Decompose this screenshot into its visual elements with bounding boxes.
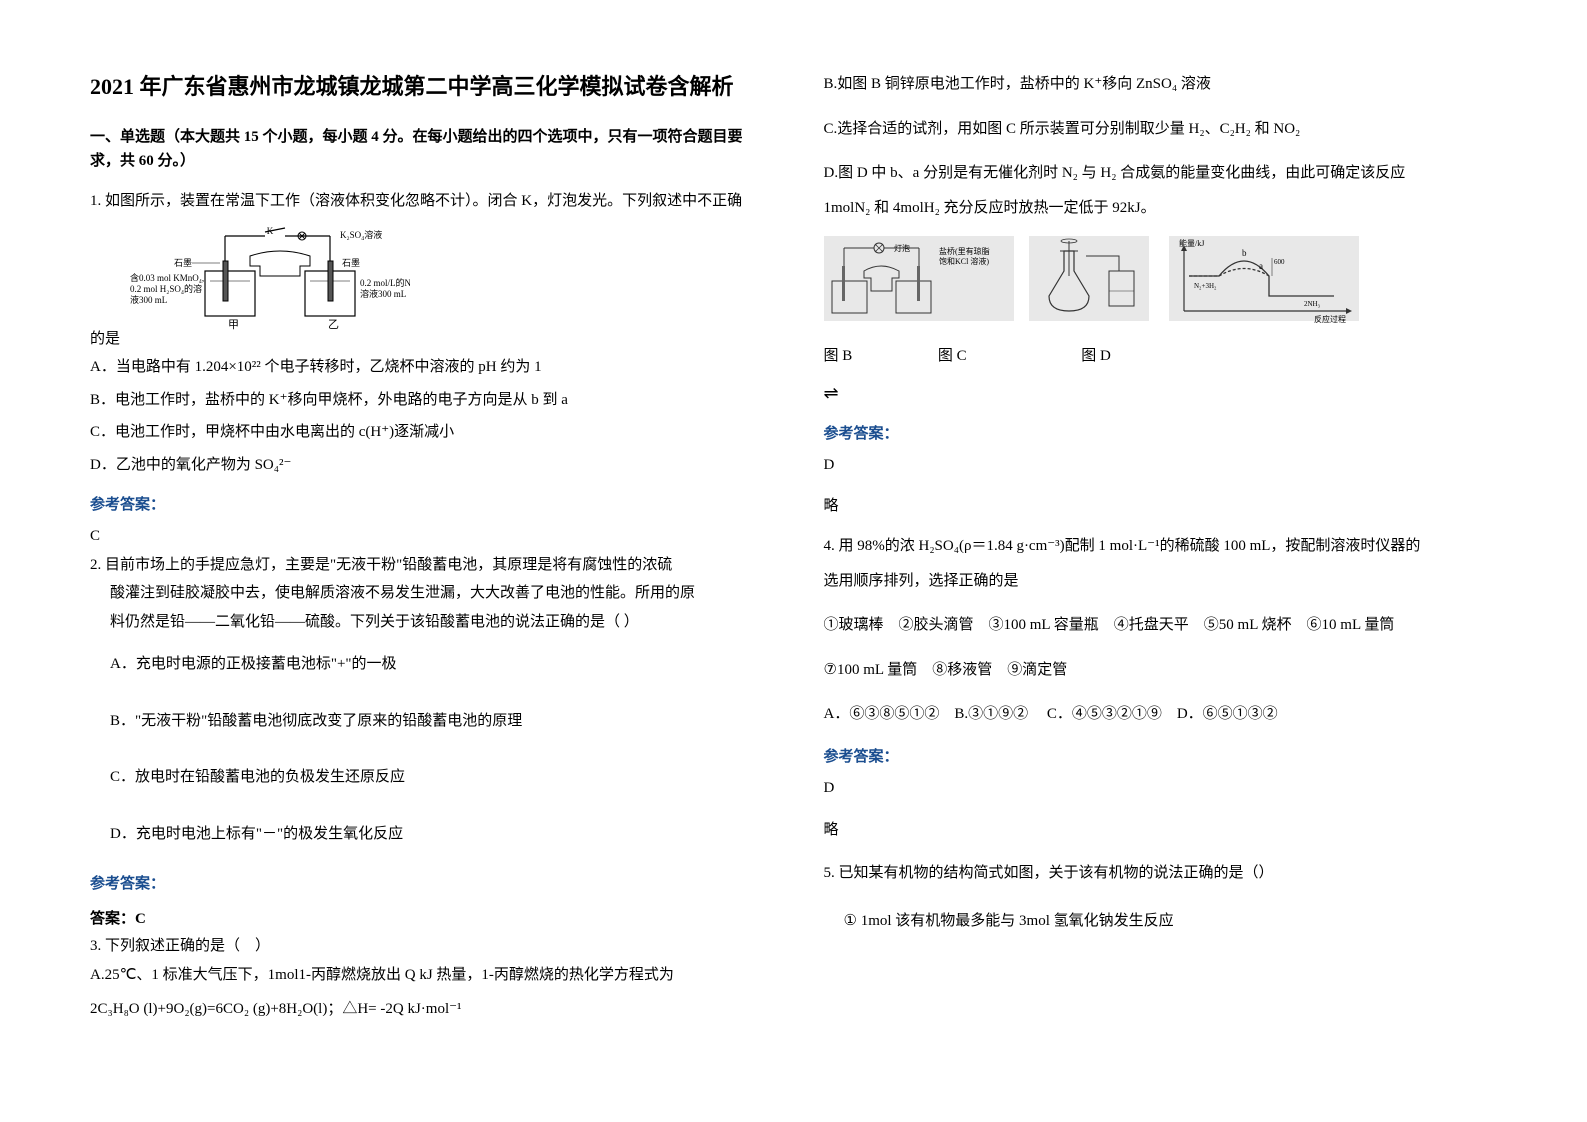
q3-option-a-1: A.25℃、1 标准大气压下，1mol1-丙醇燃烧放出 Q kJ 热量，1-丙醇… bbox=[90, 961, 764, 990]
q4-answer: D bbox=[824, 774, 1498, 803]
svg-text:反应过程: 反应过程 bbox=[1314, 314, 1346, 324]
svg-text:含0.03 mol KMnO₄,: 含0.03 mol KMnO₄, bbox=[130, 272, 204, 283]
q2-answer-label: 参考答案： bbox=[90, 872, 764, 893]
q2-option-a: A．充电时电源的正极接蓄电池标"+"的一极 bbox=[90, 650, 764, 679]
q4-answer-label: 参考答案： bbox=[824, 745, 1498, 766]
q2-option-c: C．放电时在铅酸蓄电池的负极发生还原反应 bbox=[90, 763, 764, 792]
q1-stem-row: 1. 如图所示，装置在常温下工作（溶液体积变化忽略不计）。闭合 K，灯泡发光。下… bbox=[90, 187, 764, 216]
svg-text:b: b bbox=[1242, 248, 1247, 258]
exam-title: 2021 年广东省惠州市龙城镇龙城第二中学高三化学模拟试卷含解析 bbox=[90, 70, 764, 103]
q4-items: ①玻璃棒 ②胶头滴管 ③100 mL 容量瓶 ④托盘天平 ⑤50 mL 烧杯 ⑥… bbox=[824, 611, 1498, 640]
q4-stem-1: 4. 用 98%的浓 H₂SO₄(ρ＝1.84 g·cm⁻³)配制 1 mol·… bbox=[824, 532, 1498, 561]
q2-stem-2: 酸灌注到硅胶凝胶中去，使电解质溶液不易发生泄漏，大大改善了电池的性能。所用的原 bbox=[90, 579, 764, 608]
q4-options: A．⑥③⑧⑤①② B.③①⑨② C．④⑤③②①⑨ D．⑥⑤①③② bbox=[824, 700, 1498, 729]
section-header: 一、单选题（本大题共 15 个小题，每小题 4 分。在每小题给出的四个选项中，只… bbox=[90, 125, 764, 173]
q1-option-d: D．乙池中的氧化产物为 SO₄²⁻ bbox=[90, 451, 764, 480]
q5-opt1: ① 1mol 该有机物最多能与 3mol 氢氧化钠发生反应 bbox=[824, 907, 1498, 936]
q1-stem-prefix: 1. 如图所示，装置在常温下工作（溶液体积变化忽略不计）。闭合 K，灯泡发光。下… bbox=[90, 187, 742, 216]
left-column: 2021 年广东省惠州市龙城镇龙城第二中学高三化学模拟试卷含解析 一、单选题（本… bbox=[90, 70, 764, 1052]
figc-label: 图 C bbox=[887, 344, 1017, 365]
svg-text:盐桥(里有琼脂: 盐桥(里有琼脂 bbox=[939, 246, 990, 256]
svg-text:0.2 mol H₂SO₄的溶: 0.2 mol H₂SO₄的溶 bbox=[130, 283, 202, 294]
q3-fig-labels: 图 B 图 C 图 D bbox=[824, 344, 1498, 365]
q3-note: 略 bbox=[824, 492, 1498, 521]
q1-answer-label: 参考答案： bbox=[90, 493, 764, 514]
q1-stem-suffix: 的是 bbox=[90, 325, 764, 354]
q2-answer: 答案：C bbox=[90, 907, 764, 928]
q3-option-b: B.如图 B 铜锌原电池工作时，盐桥中的 K⁺移向 ZnSO₄ 溶液 bbox=[824, 70, 1498, 99]
q1-diagram: K K₂SO₄溶液 石墨 石墨 含0.03 mol KMnO₄, 0.2 mol… bbox=[130, 226, 764, 341]
svg-text:液300 mL: 液300 mL bbox=[130, 294, 167, 305]
q3-option-d-1: D.图 D 中 b、a 分别是有无催化剂时 N₂ 与 H₂ 合成氨的能量变化曲线… bbox=[824, 159, 1498, 188]
q3-arrow: ⇌ bbox=[824, 383, 1498, 404]
q1-option-a: A．当电路中有 1.204×10²² 个电子转移时，乙烧杯中溶液的 pH 约为 … bbox=[90, 353, 764, 382]
q3-answer: D bbox=[824, 451, 1498, 480]
right-column: B.如图 B 铜锌原电池工作时，盐桥中的 K⁺移向 ZnSO₄ 溶液 C.选择合… bbox=[824, 70, 1498, 1052]
svg-text:能量/kJ: 能量/kJ bbox=[1179, 238, 1204, 248]
svg-text:溶液300 mL: 溶液300 mL bbox=[360, 288, 406, 299]
svg-text:石墨: 石墨 bbox=[174, 258, 192, 268]
figd-label: 图 D bbox=[1021, 344, 1171, 365]
q1-option-b: B．电池工作时，盐桥中的 K⁺移向甲烧杯，外电路的电子方向是从 b 到 a bbox=[90, 386, 764, 415]
q1-option-c: C．电池工作时，甲烧杯中由水电离出的 c(H⁺)逐渐减小 bbox=[90, 418, 764, 447]
svg-text:K₂SO₄溶液: K₂SO₄溶液 bbox=[340, 229, 382, 240]
svg-text:N₂+3H₂: N₂+3H₂ bbox=[1194, 282, 1217, 290]
svg-text:600: 600 bbox=[1274, 258, 1285, 266]
q1-answer: C bbox=[90, 522, 764, 551]
q3-answer-label: 参考答案： bbox=[824, 422, 1498, 443]
svg-text:石墨: 石墨 bbox=[342, 258, 360, 268]
q3-stem: 3. 下列叙述正确的是（ ） bbox=[90, 932, 764, 961]
svg-text:a: a bbox=[1259, 261, 1263, 271]
q4-items2: ⑦100 mL 量筒 ⑧移液管 ⑨滴定管 bbox=[824, 656, 1498, 685]
q3-option-a-2: 2C₃H₈O (l)+9O₂(g)=6CO₂ (g)+8H₂O(l)；△H= -… bbox=[90, 995, 764, 1024]
q3-diagram-row: 灯泡 盐桥(里有琼脂 饱和KCl 溶液) 能量/kJ bbox=[824, 236, 1498, 336]
q4-stem-2: 选用顺序排列，选择正确的是 bbox=[824, 567, 1498, 596]
q5-stem: 5. 已知某有机物的结构简式如图，关于该有机物的说法正确的是（） bbox=[824, 859, 1498, 888]
q4-note: 略 bbox=[824, 816, 1498, 845]
svg-text:0.2 mol/L的NaHSO₃: 0.2 mol/L的NaHSO₃ bbox=[360, 277, 410, 288]
svg-text:饱和KCl 溶液): 饱和KCl 溶液) bbox=[939, 256, 989, 266]
q3-option-c: C.选择合适的试剂，用如图 C 所示装置可分别制取少量 H₂、C₂H₂ 和 NO… bbox=[824, 115, 1498, 144]
figb-label: 图 B bbox=[824, 344, 884, 365]
q2-option-d: D．充电时电池上标有"－"的极发生氧化反应 bbox=[90, 820, 764, 849]
q3-option-d-2: 1molN₂ 和 4molH₂ 充分反应时放热一定低于 92kJ。 bbox=[824, 194, 1498, 223]
q2-stem-3: 料仍然是铅——二氧化铅——硫酸。下列关于该铅酸蓄电池的说法正确的是（ ） bbox=[90, 608, 764, 637]
q2-stem-1: 2. 目前市场上的手提应急灯，主要是"无液干粉"铅酸蓄电池，其原理是将有腐蚀性的… bbox=[90, 551, 764, 580]
q2-option-b: B．"无液干粉"铅酸蓄电池彻底改变了原来的铅酸蓄电池的原理 bbox=[90, 707, 764, 736]
svg-text:2NH₃: 2NH₃ bbox=[1304, 300, 1321, 308]
